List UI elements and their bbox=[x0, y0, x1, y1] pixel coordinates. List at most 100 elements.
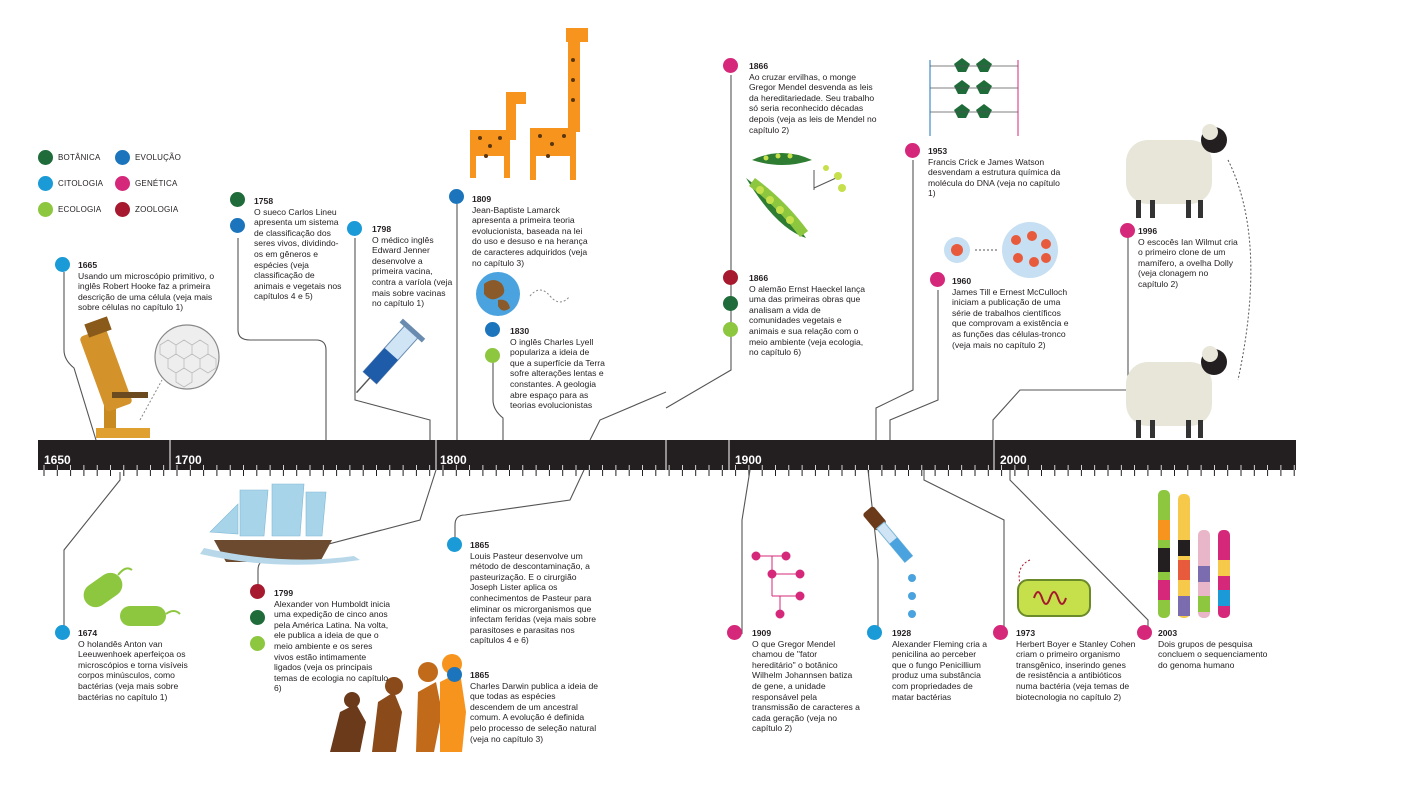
event-1665: 1665 Usando um microscópio primitivo, o … bbox=[78, 260, 218, 313]
timeline-minor-ticks bbox=[43, 465, 1295, 470]
evolution-icon bbox=[115, 150, 130, 165]
event-year: 1830 bbox=[510, 326, 530, 336]
leaf-icon bbox=[230, 192, 245, 207]
event-1960: 1960 James Till e Ernest McCulloch inici… bbox=[952, 276, 1070, 350]
microscope-illustration bbox=[80, 316, 220, 438]
leaf-icon bbox=[723, 296, 738, 311]
human-evolution-illustration bbox=[330, 654, 466, 752]
chromosomes-illustration bbox=[1158, 490, 1230, 618]
event-year: 1960 bbox=[952, 276, 972, 286]
ship-illustration bbox=[200, 483, 360, 565]
cell-icon bbox=[347, 221, 362, 236]
timeline-label-2000: 2000 bbox=[1000, 453, 1027, 467]
legend-item-evolucao: EVOLUÇÃO bbox=[115, 150, 181, 165]
event-text: O holandês Anton van Leeuwenhoek aperfei… bbox=[78, 638, 188, 702]
event-1798: 1798 O médico inglês Edward Jenner desen… bbox=[372, 224, 454, 309]
legend-item-ecologia: ECOLOGIA bbox=[38, 202, 101, 217]
event-year: 1865 bbox=[470, 540, 490, 550]
pipette-illustration bbox=[863, 506, 914, 563]
legend-label: ZOOLOGIA bbox=[135, 205, 179, 214]
event-text: Dois grupos de pesquisa concluem o seque… bbox=[1158, 638, 1268, 670]
event-1996: 1996 O escocês Ian Wilmut cria o primeir… bbox=[1138, 226, 1238, 290]
dna-icon bbox=[727, 625, 742, 640]
leaf-icon bbox=[250, 610, 265, 625]
event-text: Jean-Baptiste Lamarck apresenta a primei… bbox=[472, 204, 588, 268]
dna-icon bbox=[115, 176, 130, 191]
dna-icon bbox=[930, 272, 945, 287]
event-1809: 1809 Jean-Baptiste Lamarck apresenta a p… bbox=[472, 194, 594, 268]
event-year: 1674 bbox=[78, 628, 98, 638]
pea-pod-illustration bbox=[746, 153, 846, 238]
event-1865-pasteur: 1865 Louis Pasteur desenvolve um método … bbox=[470, 540, 604, 646]
legend-item-genetica: GENÉTICA bbox=[115, 176, 178, 191]
ecology-icon bbox=[485, 348, 500, 363]
leaf-icon bbox=[38, 150, 53, 165]
ecology-icon bbox=[38, 202, 53, 217]
event-text: Alexander von Humboldt inicia uma expedi… bbox=[274, 598, 391, 694]
evolution-icon bbox=[230, 218, 245, 233]
event-text: Herbert Boyer e Stanley Cohen criam o pr… bbox=[1016, 638, 1136, 702]
cow-icon bbox=[723, 270, 738, 285]
timeline-bar bbox=[38, 440, 1296, 470]
event-text: Usando um microscópio primitivo, o inglê… bbox=[78, 270, 215, 313]
legend-label: CITOLOGIA bbox=[58, 179, 104, 188]
event-text: James Till e Ernest McCulloch iniciam a … bbox=[952, 286, 1069, 350]
cell-icon bbox=[38, 176, 53, 191]
dna-icon bbox=[993, 625, 1008, 640]
evolution-icon bbox=[485, 322, 500, 337]
timeline-label-1700: 1700 bbox=[175, 453, 202, 467]
legend-label: BOTÂNICA bbox=[58, 153, 101, 162]
legend-item-citologia: CITOLOGIA bbox=[38, 176, 103, 191]
timeline-ticks bbox=[43, 470, 1295, 476]
legend-item-botanica: BOTÂNICA bbox=[38, 150, 101, 165]
event-text: Alexander Fleming cria a penicilina ao p… bbox=[892, 638, 988, 702]
cell-icon bbox=[55, 625, 70, 640]
event-year: 1996 bbox=[1138, 226, 1158, 236]
event-text: Charles Darwin publica a ideia de que to… bbox=[470, 680, 599, 744]
event-year: 2003 bbox=[1158, 628, 1178, 638]
event-1799: 1799 Alexander von Humboldt inicia uma e… bbox=[274, 588, 392, 694]
event-year: 1799 bbox=[274, 588, 294, 598]
event-year: 1758 bbox=[254, 196, 274, 206]
cell-icon bbox=[867, 625, 882, 640]
event-1909: 1909 O que Gregor Mendel chamou de "fato… bbox=[752, 628, 860, 734]
dna-icon bbox=[723, 58, 738, 73]
dna-structure-illustration bbox=[929, 58, 1019, 136]
event-1973: 1973 Herbert Boyer e Stanley Cohen criam… bbox=[1016, 628, 1136, 702]
event-year: 1928 bbox=[892, 628, 912, 638]
ecology-icon bbox=[250, 636, 265, 651]
event-year: 1809 bbox=[472, 194, 492, 204]
bacteria-illustration bbox=[83, 567, 181, 626]
event-text: O alemão Ernst Haeckel lança uma das pri… bbox=[749, 283, 866, 358]
event-year: 1865 bbox=[470, 670, 490, 680]
event-year: 1909 bbox=[752, 628, 772, 638]
event-1674: 1674 O holandês Anton van Leeuwenhoek ap… bbox=[78, 628, 188, 702]
event-year: 1866 bbox=[749, 61, 769, 71]
timeline-label-1900: 1900 bbox=[735, 453, 762, 467]
evolution-icon bbox=[449, 189, 464, 204]
event-text: O sueco Carlos Lineu apresenta um sistem… bbox=[254, 206, 342, 302]
dna-icon bbox=[1137, 625, 1152, 640]
event-1928: 1928 Alexander Fleming cria a penicilina… bbox=[892, 628, 990, 702]
event-1758: 1758 O sueco Carlos Lineu apresenta um s… bbox=[254, 196, 346, 302]
giraffe-illustration bbox=[470, 28, 588, 180]
cell-icon bbox=[55, 257, 70, 272]
cow-icon bbox=[250, 584, 265, 599]
legend-item-zoologia: ZOOLOGIA bbox=[115, 202, 178, 217]
legend-label: GENÉTICA bbox=[135, 179, 178, 188]
event-1953: 1953 Francis Crick e James Watson desven… bbox=[928, 146, 1062, 199]
legend-label: ECOLOGIA bbox=[58, 205, 102, 214]
sheep-illustration bbox=[1126, 124, 1252, 438]
event-text: O inglês Charles Lyell populariza a idei… bbox=[510, 336, 605, 411]
cow-icon bbox=[115, 202, 130, 217]
water-drops bbox=[908, 574, 916, 618]
event-year: 1798 bbox=[372, 224, 392, 234]
event-1866-mendel: 1866 Ao cruzar ervilhas, o monge Gregor … bbox=[749, 61, 879, 135]
gene-molecule-illustration bbox=[751, 551, 805, 619]
timeline-label-1650: 1650 bbox=[44, 453, 71, 467]
event-1830: 1830 O inglês Charles Lyell populariza a… bbox=[510, 326, 606, 411]
event-text: O médico inglês Edward Jenner desenvolve… bbox=[372, 234, 453, 309]
dna-icon bbox=[1120, 223, 1135, 238]
syringe-illustration bbox=[355, 318, 426, 394]
